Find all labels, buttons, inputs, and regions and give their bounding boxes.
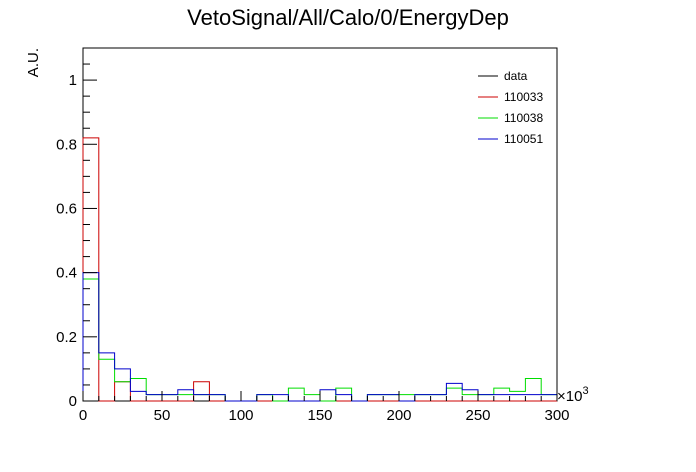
y-tick-label: 0.8 bbox=[56, 136, 77, 153]
x-tick-label: 150 bbox=[307, 407, 332, 424]
legend-label-110038: 110038 bbox=[504, 111, 543, 125]
series-layer bbox=[82, 137, 558, 402]
plot-frame bbox=[82, 47, 558, 402]
x-tick-label: 50 bbox=[154, 407, 171, 424]
x-tick-label: 0 bbox=[79, 407, 87, 424]
y-tick-label: 1 bbox=[69, 72, 77, 89]
legend-label-110051: 110051 bbox=[504, 132, 543, 146]
chart-title: VetoSignal/All/Calo/0/EnergyDep bbox=[187, 5, 509, 30]
legend-label-data: data bbox=[504, 69, 528, 83]
y-tick-label: 0 bbox=[69, 393, 77, 410]
y-axis-label: A.U. bbox=[25, 48, 42, 77]
x-tick-label: 300 bbox=[544, 407, 569, 424]
x-tick-label: 250 bbox=[465, 407, 490, 424]
y-tick-label: 0.4 bbox=[56, 265, 77, 282]
series-110051-histogram bbox=[82, 272, 558, 402]
y-tick-label: 0.2 bbox=[56, 329, 77, 346]
axes-layer: 0 50 100 150 200 250 300 0 0.2 0.4 0.6 0.8 1 bbox=[56, 47, 570, 424]
x-tick-label: 200 bbox=[386, 407, 411, 424]
series-110033-histogram bbox=[82, 137, 557, 402]
x-tick-label: 100 bbox=[228, 407, 253, 424]
y-tick-label: 0.6 bbox=[56, 200, 77, 217]
legend: data 110033 110038 110051 bbox=[478, 69, 543, 146]
legend-label-110033: 110033 bbox=[504, 90, 543, 104]
x-axis-multiplier: ×103 bbox=[557, 385, 589, 405]
series-110038-histogram bbox=[82, 278, 558, 402]
